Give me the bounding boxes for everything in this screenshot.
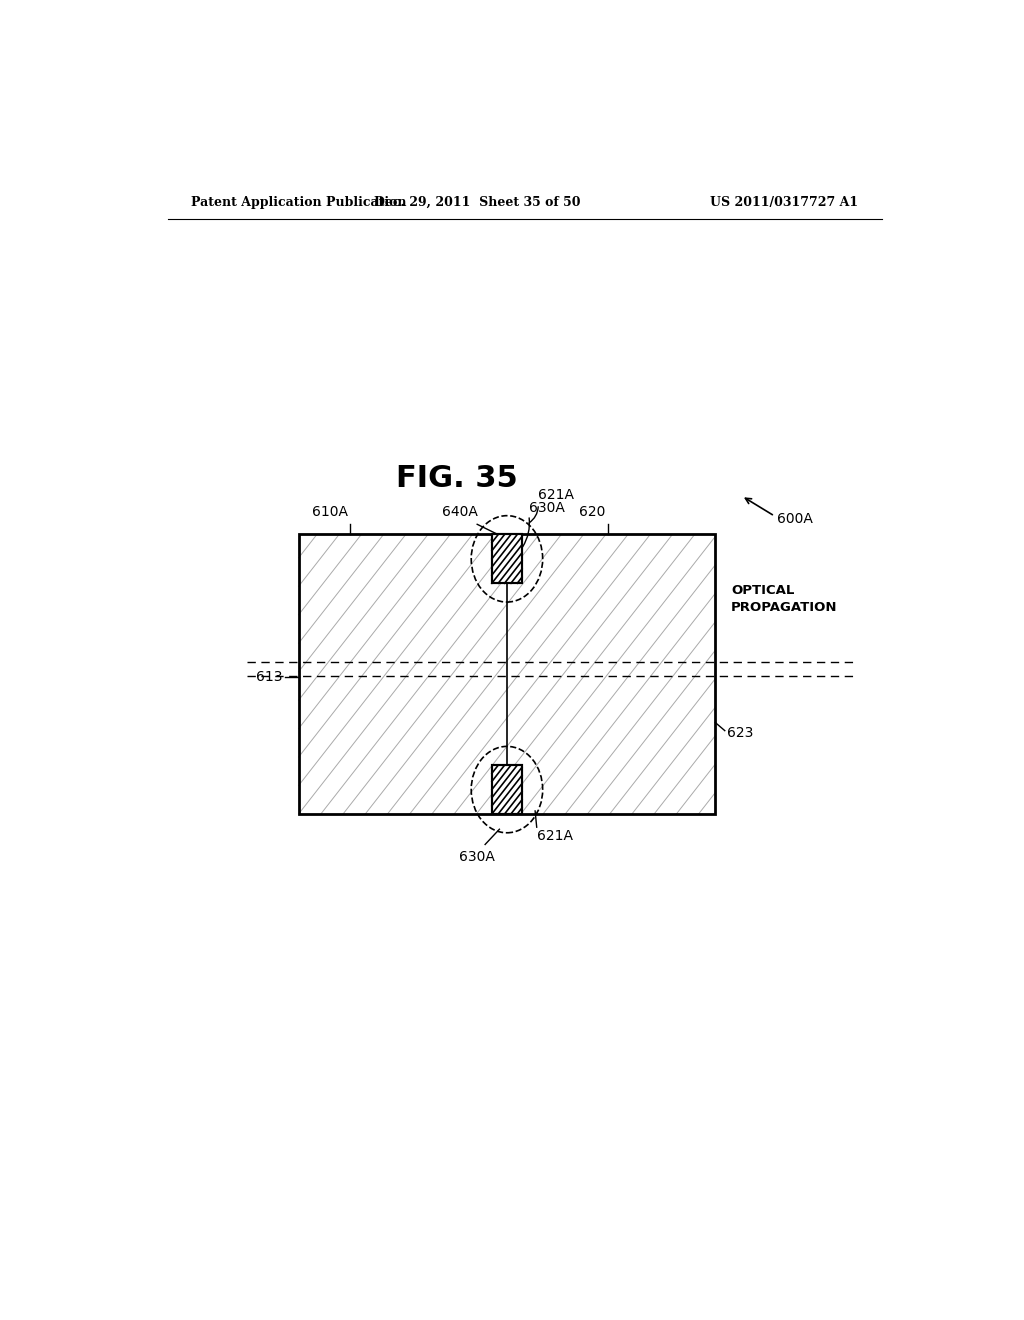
Text: PROPAGATION: PROPAGATION (731, 601, 838, 614)
Text: Patent Application Publication: Patent Application Publication (191, 195, 407, 209)
Text: 623: 623 (727, 726, 754, 739)
Text: 613: 613 (256, 669, 283, 684)
Bar (492, 766, 522, 814)
Text: 630A: 630A (528, 502, 564, 515)
Text: 600A: 600A (777, 512, 813, 527)
Text: FIG. 35: FIG. 35 (396, 465, 518, 494)
Text: 630A: 630A (459, 850, 496, 863)
Text: 620: 620 (579, 506, 605, 519)
Text: US 2011/0317727 A1: US 2011/0317727 A1 (710, 195, 858, 209)
Text: Dec. 29, 2011  Sheet 35 of 50: Dec. 29, 2011 Sheet 35 of 50 (374, 195, 581, 209)
Text: 640A: 640A (441, 506, 477, 519)
Text: 610A: 610A (312, 506, 348, 519)
Bar (299, 535, 716, 814)
Text: 621A: 621A (537, 829, 572, 843)
Bar (492, 535, 522, 583)
Text: 621A: 621A (539, 488, 574, 502)
Bar (492, 535, 522, 583)
Bar (492, 766, 522, 814)
Text: OPTICAL: OPTICAL (731, 583, 795, 597)
